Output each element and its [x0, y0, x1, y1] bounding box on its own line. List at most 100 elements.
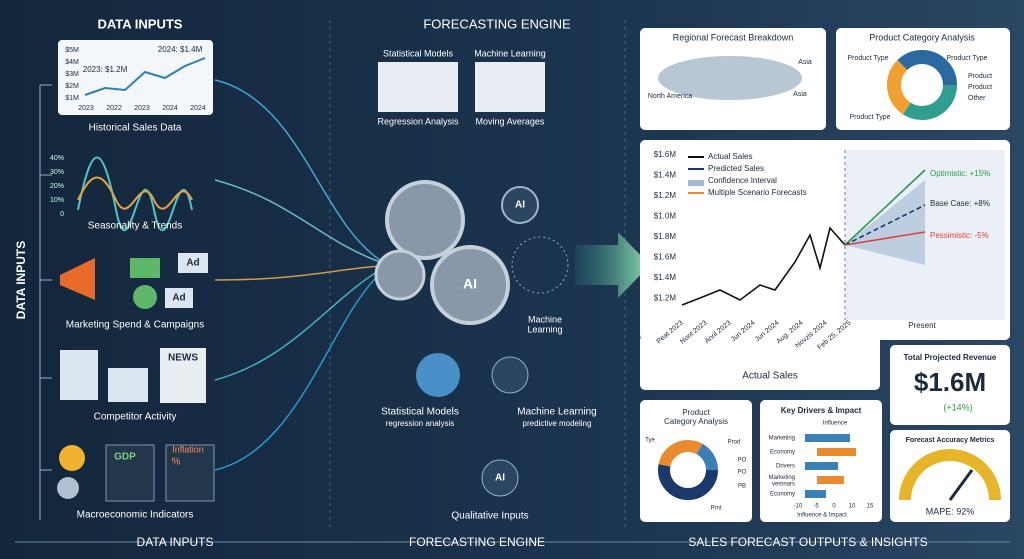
driver-bar	[817, 448, 856, 456]
footer-label: FORECASTING ENGINE	[409, 535, 545, 549]
y-tick-label: $1.8M	[654, 232, 677, 241]
y-tick-label: 10%	[50, 197, 64, 204]
y-tick-label: $1.2M	[654, 294, 677, 303]
category-label: Economy	[770, 450, 795, 456]
gauge	[899, 449, 1001, 501]
y-tick-label: 0	[60, 211, 64, 218]
brain-icon	[491, 356, 529, 394]
x-tick-label: 2024	[190, 105, 206, 112]
label: Product Category Analysis	[869, 32, 975, 42]
icon-text: Inflation	[172, 444, 204, 454]
label: Marketing Spend & Campaigns	[66, 320, 204, 331]
scenario-label: Optimistic: +15%	[930, 169, 990, 178]
driver-bar	[805, 434, 850, 442]
kpi-value: $1.6M	[914, 367, 986, 397]
label: Seasonality & Trends	[88, 221, 183, 232]
flow-arrow	[575, 232, 650, 298]
stream	[214, 269, 381, 381]
card-product	[836, 28, 1010, 130]
gear	[385, 180, 465, 260]
ml-icon	[475, 62, 545, 112]
label: Qualitative Inputs	[451, 511, 528, 522]
y-tick-label: $1M	[65, 95, 79, 102]
coin-icon	[57, 477, 79, 499]
pessimistic-line	[844, 231, 926, 246]
icon-text: GDP	[114, 452, 136, 463]
x-tick-label: 2023	[78, 105, 94, 112]
y-tick-label: $4M	[65, 59, 79, 66]
legend-entry: Multiple Scenario Forecasts	[708, 188, 807, 197]
y-tick-label: $1.2M	[654, 191, 677, 200]
label: Influence & Impact	[797, 513, 847, 519]
ad-icon	[165, 288, 193, 308]
doc-icon	[60, 350, 98, 400]
pie-icon	[416, 353, 460, 397]
label: Regression Analysis	[377, 116, 459, 126]
y-tick-label: $2M	[65, 83, 79, 90]
footer-label: DATA INPUTS	[137, 535, 214, 549]
label: Product Type	[849, 114, 890, 121]
label: Competitor Activity	[94, 412, 177, 423]
x-tick-label: 2024	[162, 105, 178, 112]
gauge-needle	[948, 469, 974, 501]
donut	[658, 440, 718, 500]
gdp-icon	[105, 444, 155, 502]
optimistic-line	[844, 169, 926, 246]
label: PO	[738, 470, 747, 476]
y-tick-label: 20%	[50, 183, 64, 190]
scenario-label: Base Case: +8%	[930, 199, 990, 208]
legend-entry: Product	[968, 84, 992, 91]
label: Forecast Accuracy Metrics	[906, 437, 995, 444]
gear	[374, 249, 426, 301]
legend-swatch	[688, 156, 704, 158]
y-tick-label: $3M	[65, 71, 79, 78]
stream	[214, 265, 381, 281]
gear	[430, 245, 510, 325]
wave	[77, 176, 193, 210]
megaphone	[60, 258, 95, 300]
label: PO	[738, 458, 747, 464]
stats-icon	[378, 62, 458, 112]
label: Asia	[798, 59, 812, 66]
y-tick-label: $1.6M	[654, 150, 677, 159]
legend-entry: Other	[968, 95, 986, 102]
label: Product Type	[946, 55, 987, 62]
legend-entry: Actual Sales	[708, 152, 752, 161]
footer-label: SALES FORECAST OUTPUTS & INSIGHTS	[688, 535, 927, 549]
y-tick-label: $1.6M	[654, 253, 677, 262]
driver-bar	[805, 462, 838, 470]
y-tick-label: $1.4M	[654, 171, 677, 180]
donut	[887, 50, 957, 120]
label: North America	[648, 93, 692, 100]
category-label: Drivers	[776, 464, 795, 470]
sparkline	[84, 57, 206, 96]
label: MAPE: 92%	[926, 506, 975, 516]
doc-icon	[108, 368, 148, 402]
label: regression analysis	[386, 419, 454, 428]
x-tick-label: 0	[832, 504, 836, 510]
y-tick-label: 30%	[50, 169, 64, 176]
card-drivers	[760, 400, 882, 522]
data-streams	[214, 79, 381, 471]
label: PB	[738, 484, 746, 490]
money-icon	[130, 258, 160, 278]
stream	[214, 79, 381, 261]
icon-text: Ad	[172, 293, 185, 304]
legend-entry: Predicted Sales	[708, 164, 764, 173]
head-icon	[481, 459, 519, 497]
annotation: 2023: $1.2M	[83, 65, 128, 74]
ai-text: AI	[495, 473, 505, 484]
section-title: DATA INPUTS	[98, 16, 183, 31]
caption: Actual Sales	[742, 371, 798, 382]
label: Influence	[823, 421, 848, 427]
section-title: FORECASTING ENGINE	[423, 16, 571, 31]
card-accuracy	[890, 430, 1010, 522]
x-tick-label: -5	[813, 504, 819, 510]
neural-net	[511, 236, 569, 294]
x-tick-label: 2023	[134, 105, 150, 112]
coin-icon	[59, 445, 85, 471]
wave	[77, 156, 193, 232]
inflation-icon	[165, 444, 215, 502]
actual-line	[681, 226, 846, 306]
label: Historical Sales Data	[89, 123, 182, 134]
